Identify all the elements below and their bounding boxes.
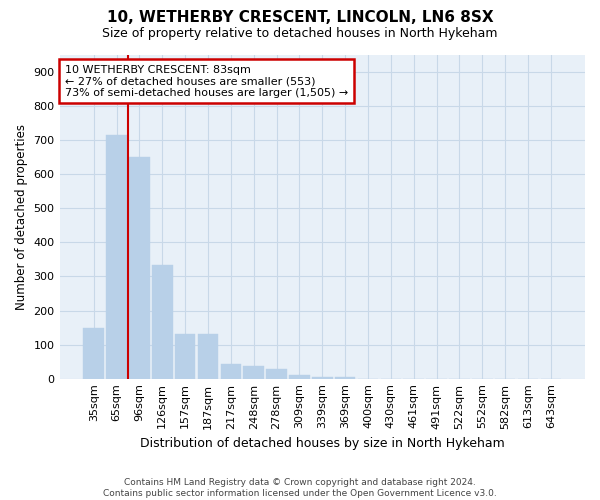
Text: 10, WETHERBY CRESCENT, LINCOLN, LN6 8SX: 10, WETHERBY CRESCENT, LINCOLN, LN6 8SX (107, 10, 493, 25)
Bar (198, 334, 218, 378)
Text: Size of property relative to detached houses in North Hykeham: Size of property relative to detached ho… (102, 28, 498, 40)
Text: 10 WETHERBY CRESCENT: 83sqm
← 27% of detached houses are smaller (553)
73% of se: 10 WETHERBY CRESCENT: 83sqm ← 27% of det… (65, 64, 348, 98)
Bar (83, 328, 104, 378)
Bar (312, 377, 332, 378)
Bar (106, 135, 127, 378)
Bar (289, 374, 310, 378)
Bar (129, 157, 150, 378)
Bar (335, 377, 355, 378)
Text: Contains HM Land Registry data © Crown copyright and database right 2024.
Contai: Contains HM Land Registry data © Crown c… (103, 478, 497, 498)
X-axis label: Distribution of detached houses by size in North Hykeham: Distribution of detached houses by size … (140, 437, 505, 450)
Bar (244, 366, 264, 378)
Bar (175, 334, 196, 378)
Bar (221, 364, 241, 378)
Y-axis label: Number of detached properties: Number of detached properties (15, 124, 28, 310)
Bar (266, 369, 287, 378)
Bar (152, 264, 173, 378)
